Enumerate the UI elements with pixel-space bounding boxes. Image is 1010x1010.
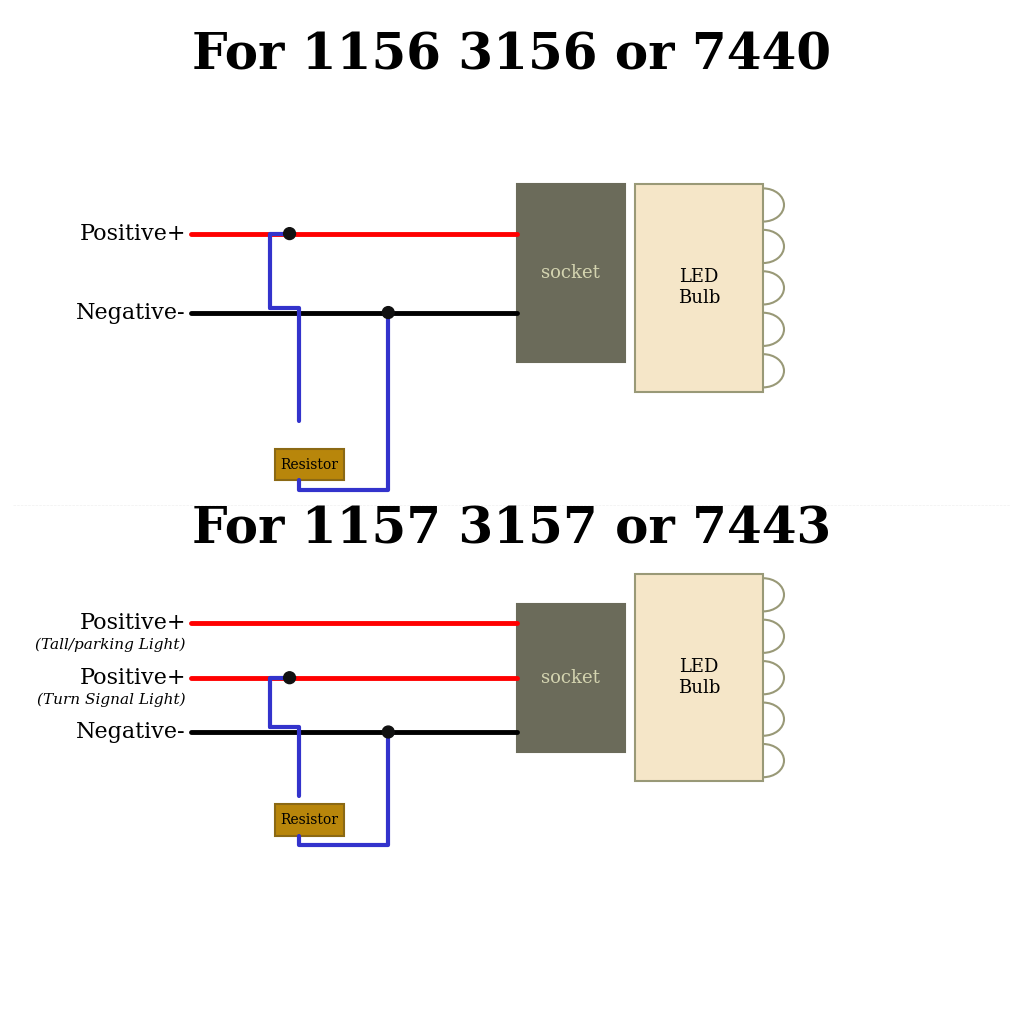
Text: socket: socket [541,264,600,282]
Text: Positive+: Positive+ [80,612,186,634]
FancyBboxPatch shape [275,448,343,481]
Text: Positive+: Positive+ [80,222,186,244]
Text: LED
Bulb: LED Bulb [678,659,720,697]
Text: (Tall/parking Light): (Tall/parking Light) [35,638,186,652]
Circle shape [284,672,296,684]
FancyBboxPatch shape [635,574,764,782]
Text: LED
Bulb: LED Bulb [678,269,720,307]
Text: (Turn Signal Light): (Turn Signal Light) [37,692,186,707]
Text: Negative-: Negative- [77,302,186,323]
FancyBboxPatch shape [275,804,343,835]
Circle shape [284,227,296,239]
Text: For 1157 3157 or 7443: For 1157 3157 or 7443 [192,505,831,554]
Text: Negative-: Negative- [77,721,186,743]
Text: Resistor: Resistor [281,458,338,472]
Text: Resistor: Resistor [281,813,338,827]
Circle shape [383,307,394,318]
Text: For 1156 3156 or 7440: For 1156 3156 or 7440 [192,31,831,81]
Circle shape [383,726,394,738]
FancyBboxPatch shape [516,184,625,362]
FancyBboxPatch shape [635,184,764,392]
Text: Positive+: Positive+ [80,667,186,689]
FancyBboxPatch shape [516,604,625,751]
Text: socket: socket [541,669,600,687]
